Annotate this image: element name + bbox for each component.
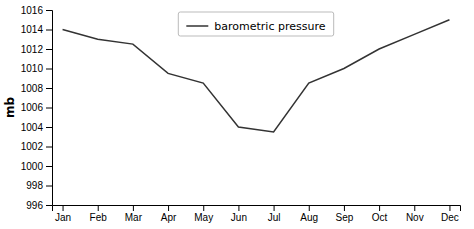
y-tick: 1006 [21, 102, 52, 113]
x-tick-mark [98, 205, 99, 211]
x-tick: Jun [231, 205, 247, 223]
y-tick-label: 1002 [21, 141, 44, 152]
x-tick: Oct [372, 205, 388, 223]
legend-item: barometric pressure [186, 20, 325, 33]
y-tick-label: 996 [26, 200, 43, 211]
y-tick-mark [46, 69, 52, 70]
plot: JanFebMarAprMayJunJulAugSepOctNovDec9969… [21, 5, 461, 223]
x-tick-label: Jan [55, 212, 71, 223]
y-tick-label: 1008 [21, 83, 44, 94]
y-tick-mark [46, 108, 52, 109]
y-tick-label: 1000 [21, 161, 44, 172]
y-axis: 996 998 1000 1002 1004 1006 1008 1010 1012 1014 10… [21, 5, 53, 211]
y-tick-label: 1006 [21, 102, 44, 113]
legend-box [178, 12, 333, 36]
x-tick-label: Jul [268, 212, 281, 223]
marks [63, 20, 450, 132]
x-tick: Jan [55, 205, 71, 223]
y-axis-title: mb [3, 97, 17, 119]
y-tick-mark [46, 186, 52, 187]
x-tick: Mar [125, 205, 143, 223]
legend: barometric pressure [178, 12, 333, 36]
y-tick-label: 998 [26, 180, 43, 191]
y-tick: 1014 [21, 24, 52, 35]
x-tick-mark [379, 205, 380, 211]
x-tick-mark [414, 205, 415, 211]
y-axis-line [46, 11, 53, 206]
x-tick-label: Oct [372, 212, 388, 223]
x-tick-label: Apr [161, 212, 177, 223]
y-tick-label: 1010 [21, 63, 44, 74]
x-tick-label: Jun [231, 212, 247, 223]
y-tick-mark [46, 205, 52, 206]
y-tick: 998 [26, 180, 52, 191]
y-tick: 1010 [21, 63, 52, 74]
x-tick: Sep [336, 205, 354, 223]
y-tick-label: 1012 [21, 44, 44, 55]
y-tick: 1012 [21, 44, 52, 55]
x-tick-label: Dec [441, 212, 459, 223]
x-tick-mark [309, 205, 310, 211]
y-tick-label: 1016 [21, 5, 44, 16]
x-axis: Jan Feb Mar Apr May Jun Jul Aug Sep Oct Nov Dec [53, 205, 461, 223]
x-tick-mark [133, 205, 134, 211]
y-tick: 1002 [21, 141, 52, 152]
x-tick-label: May [194, 212, 213, 223]
x-tick-mark [63, 205, 64, 211]
y-tick: 1008 [21, 83, 52, 94]
x-tick: Apr [161, 205, 177, 223]
y-tick-label: 1004 [21, 122, 44, 133]
x-tick-label: Mar [125, 212, 143, 223]
x-tick-mark [168, 205, 169, 211]
x-tick-mark [449, 205, 450, 211]
y-tick: 1000 [21, 161, 52, 172]
y-tick: 996 [26, 200, 52, 211]
y-tick-mark [46, 30, 52, 31]
x-tick-label: Nov [406, 212, 424, 223]
x-tick-mark [238, 205, 239, 211]
x-tick: May [194, 205, 213, 223]
x-tick: Aug [300, 205, 318, 223]
y-tick-mark [46, 166, 52, 167]
x-tick-label: Sep [336, 212, 354, 223]
legend-swatch [186, 25, 208, 27]
x-tick-mark [344, 205, 345, 211]
y-tick-mark [46, 147, 52, 148]
chart: JanFebMarAprMayJunJulAugSepOctNovDec9969… [0, 0, 474, 229]
y-tick-mark [46, 49, 52, 50]
y-tick-mark [46, 10, 52, 11]
x-tick-label: Aug [300, 212, 318, 223]
x-tick-mark [203, 205, 204, 211]
y-tick: 1004 [21, 122, 52, 133]
x-tick: Nov [406, 205, 424, 223]
x-tick-mark [274, 205, 275, 211]
line [63, 20, 450, 132]
y-tick: 1016 [21, 5, 52, 16]
y-tick-mark [46, 127, 52, 128]
x-tick-label: Feb [90, 212, 108, 223]
x-axis-line [53, 206, 461, 212]
x-tick: Jul [268, 205, 281, 223]
x-tick: Dec [441, 205, 459, 223]
x-tick: Feb [90, 205, 108, 223]
y-tick-label: 1014 [21, 24, 44, 35]
legend-label: barometric pressure [214, 20, 325, 33]
y-tick-mark [46, 88, 52, 89]
